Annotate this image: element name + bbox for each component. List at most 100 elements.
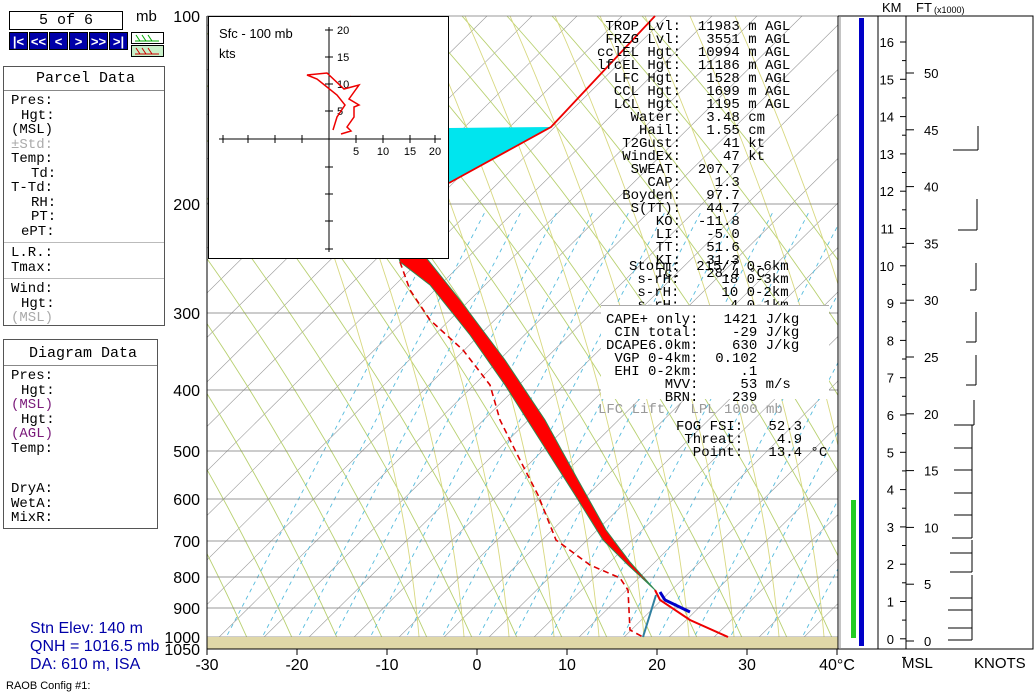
parcel-std-label: ±Std: bbox=[11, 136, 54, 153]
parcel-wind-label: Wind: bbox=[11, 281, 54, 297]
km-label: KM bbox=[882, 0, 902, 15]
parcel-panel-title: Parcel Data bbox=[36, 70, 136, 87]
parcel-wind-msl-label: (MSL) bbox=[11, 310, 54, 326]
km-tick-label: 12 bbox=[880, 184, 894, 199]
ft-tick-label: 30 bbox=[924, 293, 938, 308]
station-density-altitude: DA: 610 m, ISA bbox=[30, 656, 141, 673]
parcel-rows: Pres: Hgt: (MSL) ±Std: Temp: Td: T-Td: R… bbox=[4, 91, 164, 239]
parcel-hgt-label: Hgt: bbox=[21, 107, 55, 124]
ft-tick-label: 15 bbox=[924, 464, 938, 479]
knots-label: KNOTS bbox=[974, 655, 1026, 672]
diagram-drya-label: DryA: bbox=[11, 481, 54, 497]
next-button[interactable]: > bbox=[69, 32, 88, 50]
last-button[interactable]: >| bbox=[109, 32, 128, 50]
parcel-trace bbox=[658, 591, 691, 614]
diagram-mixr-label: MixR: bbox=[11, 510, 54, 526]
dewpoint-profile bbox=[399, 261, 644, 638]
km-tick-label: 5 bbox=[887, 445, 894, 460]
pressure-label: 700 bbox=[173, 534, 200, 551]
km-tick-label: 6 bbox=[887, 408, 894, 423]
height-bar-frame bbox=[838, 15, 879, 650]
wind-barb-white-toggle[interactable] bbox=[131, 32, 164, 44]
parcel-t-td-label: T-Td: bbox=[11, 180, 54, 196]
km-tick-label: 2 bbox=[887, 557, 894, 572]
first-button[interactable]: |< bbox=[9, 32, 28, 50]
station-info: Stn Elev: 140 m QNH = 1016.5 mb DA: 610 … bbox=[30, 620, 159, 674]
rewind-button[interactable]: << bbox=[29, 32, 48, 50]
km-tick-label: 11 bbox=[881, 222, 895, 237]
ft-tick-label: 35 bbox=[924, 236, 938, 251]
ft-multiplier: (x1000) bbox=[934, 5, 965, 15]
diagram-hgt-msl-label: Hgt: bbox=[21, 382, 55, 399]
ft-tick-label: 40 bbox=[924, 180, 938, 195]
diagram-hgt-agl-label: Hgt: bbox=[21, 411, 55, 428]
km-tick-label: 9 bbox=[887, 296, 894, 311]
ft-tick-label: 25 bbox=[924, 350, 938, 365]
pressure-label: 600 bbox=[173, 492, 200, 509]
parcel-tmax-label: Tmax: bbox=[11, 259, 54, 276]
parcel-rh-label: RH: bbox=[31, 194, 57, 211]
height-bar-blue bbox=[859, 18, 864, 646]
parcel-divider bbox=[4, 278, 164, 279]
forward-button[interactable]: >> bbox=[89, 32, 108, 50]
msl-label: MSL bbox=[902, 655, 933, 672]
pressure-label: 400 bbox=[173, 383, 200, 400]
page-counter[interactable]: 5 of 6 bbox=[9, 11, 123, 30]
parcel-wind-hgt-label: Hgt: bbox=[21, 295, 55, 312]
km-tick-label: 16 bbox=[880, 35, 894, 50]
diagram-navigation: |< << < > >> >| bbox=[9, 32, 128, 50]
km-tick-label: 4 bbox=[887, 483, 894, 498]
parcel-data-panel: Parcel Data Pres: Hgt: (MSL) ±Std: Temp:… bbox=[3, 66, 165, 326]
parcel-temp-label: Temp: bbox=[11, 151, 54, 167]
pressure-label: 1000 bbox=[164, 630, 200, 647]
diagram-agl-label: (AGL) bbox=[11, 426, 54, 442]
ft-tick-label: 5 bbox=[924, 577, 931, 592]
pressure-label: 1050 bbox=[164, 642, 200, 659]
hodograph-x-tick: 15 bbox=[404, 146, 416, 158]
fog-block: FOG FSI: 52.3 Threat: 4.9 Point: 13.4 °C bbox=[676, 419, 828, 461]
ft-tick-label: 20 bbox=[924, 407, 938, 422]
previous-button[interactable]: < bbox=[49, 32, 68, 50]
km-tick-label: 10 bbox=[880, 259, 894, 274]
hodograph-y-tick: 20 bbox=[337, 25, 349, 37]
parcel-msl-label: (MSL) bbox=[11, 122, 54, 138]
diagram-weta-label: WetA: bbox=[11, 495, 54, 512]
station-qnh: QNH = 1016.5 mb bbox=[30, 638, 160, 655]
hodograph-panel[interactable]: Sfc - 100 mb kts 20 15 10 5 5 10 15 20 bbox=[208, 16, 449, 259]
temperature-label: -10 bbox=[375, 657, 398, 674]
wetbulb-profile bbox=[642, 594, 657, 638]
temperature-profile-lower bbox=[654, 589, 729, 638]
indices-block-1: TROP Lvl: 11983 m AGL FRZG Lvl: 3551 m A… bbox=[597, 19, 791, 282]
temperature-label: 0 bbox=[473, 657, 482, 674]
hodograph-x-tick: 10 bbox=[377, 146, 389, 158]
parcel-pt-label: PT: bbox=[31, 209, 57, 225]
pressure-label: 900 bbox=[173, 601, 200, 618]
wind-barb-icon bbox=[135, 34, 159, 42]
pressure-label: 300 bbox=[173, 306, 200, 323]
ground-layer bbox=[207, 637, 838, 649]
temperature-label: 30 bbox=[738, 657, 756, 674]
temperature-axis-labels: -30 -20 -10 0 10 20 30 40°C bbox=[195, 649, 855, 674]
km-tick-label: 14 bbox=[880, 110, 894, 125]
parcel-ept-label: ePT: bbox=[21, 223, 55, 240]
temperature-label: 10 bbox=[558, 657, 576, 674]
km-tick-label: 0 bbox=[887, 632, 894, 647]
diagram-pres-label: Pres: bbox=[11, 368, 54, 384]
height-wind-panel: KM FT (x1000) MSL KNOTS 1615141312111098… bbox=[838, 0, 1034, 672]
ft-tick-label: 45 bbox=[924, 123, 938, 138]
indices-block-3: CAPE+ only: 1421 J/kg CIN total: -29 J/k… bbox=[606, 312, 800, 406]
ft-tick-label: 50 bbox=[924, 66, 938, 81]
hodograph-y-tick: 15 bbox=[337, 52, 349, 64]
km-tick-label: 1 bbox=[887, 595, 894, 610]
parcel-lr-label: L.R.: bbox=[11, 245, 54, 261]
config-label: RAOB Config #1: bbox=[6, 680, 91, 692]
pressure-label: 500 bbox=[173, 444, 200, 461]
wind-barb-green-toggle[interactable] bbox=[131, 45, 164, 57]
temperature-label: 20 bbox=[648, 657, 666, 674]
lift-note: LFC Lift / LPL 1000 mb bbox=[598, 402, 783, 418]
cape-area bbox=[397, 249, 656, 591]
